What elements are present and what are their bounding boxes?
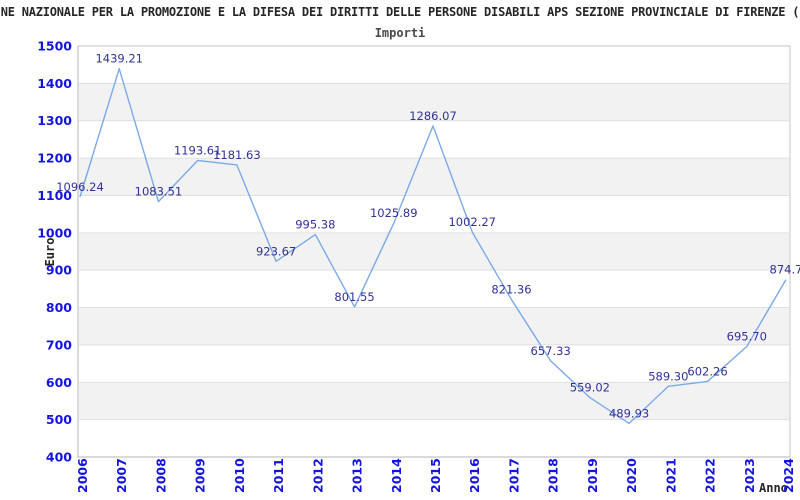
series-line: [79, 68, 787, 425]
value-label: 1193.61: [174, 143, 222, 157]
y-tick-label: 700: [46, 337, 72, 352]
value-label: 602.26: [687, 364, 727, 378]
chart-subtitle: Importi: [374, 26, 426, 40]
grid-band: [79, 83, 789, 121]
grid-band: [79, 307, 789, 345]
x-axis-title: Anno: [759, 481, 788, 495]
x-tick-label: 2015: [428, 458, 443, 493]
value-label: 589.30: [648, 369, 688, 383]
x-tick-label: 2023: [742, 458, 757, 493]
value-label: 1025.89: [370, 206, 418, 220]
value-label: 657.33: [531, 344, 571, 358]
value-label: 923.67: [256, 244, 296, 258]
x-tick-label: 2018: [546, 458, 561, 493]
value-label: 489.93: [609, 406, 649, 420]
value-label: 874.7: [770, 263, 800, 277]
x-tick-label: 2006: [75, 458, 90, 493]
x-tick-label: 2012: [310, 458, 325, 493]
x-tick-label: 2019: [585, 458, 600, 493]
x-tick-label: 2007: [114, 458, 129, 493]
y-tick-label: 1200: [37, 151, 72, 166]
x-tick-label: 2022: [703, 458, 718, 493]
y-tick-label: 900: [46, 263, 72, 278]
value-label: 1181.63: [213, 148, 261, 162]
value-label: 821.36: [491, 283, 531, 297]
x-tick-label: 2024: [781, 458, 796, 493]
y-tick-label: 1300: [37, 113, 72, 128]
y-tick-label: 1400: [37, 76, 72, 91]
value-label: 1439.21: [95, 52, 143, 66]
y-tick-label: 500: [46, 412, 72, 427]
value-label: 1096.24: [56, 180, 104, 194]
y-tick-label: 600: [46, 375, 72, 390]
x-tick-label: 2014: [389, 458, 404, 493]
x-tick-label: 2016: [467, 458, 482, 493]
value-label: 995.38: [295, 218, 335, 232]
value-label: 801.55: [334, 290, 374, 304]
x-tick-label: 2009: [193, 458, 208, 493]
x-tick-label: 2011: [271, 458, 286, 493]
grid-band: [79, 158, 789, 196]
y-tick-label: 1000: [37, 225, 72, 240]
value-label: 1002.27: [448, 215, 496, 229]
chart-title: NE NAZIONALE PER LA PROMOZIONE E LA DIFE…: [0, 5, 800, 19]
y-tick-label: 1500: [37, 39, 72, 54]
x-tick-label: 2021: [663, 458, 678, 493]
y-tick-label: 800: [46, 300, 72, 315]
grid-band: [79, 232, 789, 271]
value-label: 1286.07: [409, 109, 457, 123]
value-label: 695.70: [727, 330, 767, 344]
x-tick-label: 2013: [350, 458, 365, 493]
x-tick-label: 2017: [506, 458, 521, 493]
x-tick-label: 2020: [624, 458, 639, 493]
value-label: 1083.51: [135, 185, 183, 199]
y-tick-label: 400: [46, 450, 72, 465]
x-tick-label: 2008: [153, 458, 168, 493]
y-tick-label: 1100: [37, 188, 72, 203]
value-label: 559.02: [570, 381, 610, 395]
grid-band: [79, 382, 789, 420]
x-tick-label: 2010: [232, 458, 247, 493]
